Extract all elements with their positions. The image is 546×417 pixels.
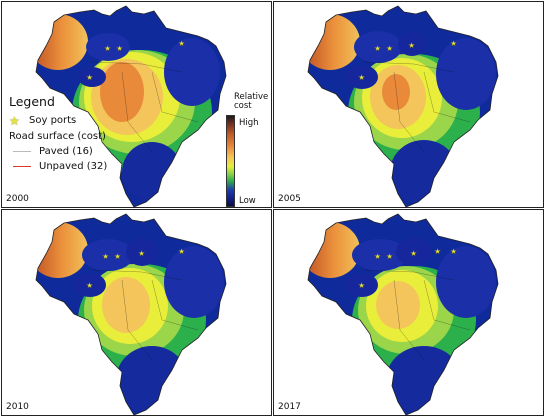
brazil-cost-map: ★ ★ ★ ★ ★ [35, 213, 227, 415]
legend-road-surface-label: Road surface (cost) [9, 130, 106, 142]
colorbar-title-line2: cost [234, 101, 252, 111]
svg-text:★: ★ [86, 73, 93, 82]
svg-text:★: ★ [86, 281, 93, 290]
svg-text:★: ★ [178, 39, 185, 48]
svg-text:★: ★ [104, 44, 111, 53]
panel-year-label: 2010 [6, 402, 29, 412]
svg-text:★: ★ [374, 44, 381, 53]
legend-item-unpaved: Unpaved (32) [9, 159, 127, 174]
colorbar-title-line1: Relative [234, 92, 269, 102]
svg-text:★: ★ [450, 247, 457, 256]
legend-item-soy-ports: ★ Soy ports [9, 113, 127, 128]
svg-text:★: ★ [434, 247, 441, 256]
panel-year-label: 2017 [278, 402, 301, 412]
svg-text:★: ★ [386, 252, 393, 261]
brazil-cost-map: ★ ★ ★ ★ [35, 5, 227, 207]
legend-paved-label: Paved (16) [39, 146, 93, 157]
colorbar-low-label: Low [239, 196, 256, 206]
svg-text:★: ★ [138, 249, 145, 258]
brazil-cost-map: ★ ★ ★ ★ ★ [307, 5, 499, 207]
svg-text:★: ★ [374, 252, 381, 261]
map-panel-2005: ★ ★ ★ ★ ★ 2005 [273, 1, 544, 208]
svg-text:★: ★ [410, 249, 417, 258]
svg-text:★: ★ [386, 44, 393, 53]
panel-year-label: 2005 [278, 194, 301, 204]
svg-text:★: ★ [116, 44, 123, 53]
legend-title: Legend [9, 94, 55, 109]
svg-text:★: ★ [408, 41, 415, 50]
svg-text:★: ★ [114, 252, 121, 261]
map-panel-2000: ★ ★ ★ ★ Legend ★ Soy ports Road surface (co… [1, 1, 272, 208]
legend-item-paved: Paved (16) [9, 144, 127, 159]
brazil-cost-map: ★ ★ ★ ★ ★ ★ [307, 213, 499, 415]
svg-text:★: ★ [358, 73, 365, 82]
star-icon: ★ [9, 113, 20, 128]
svg-text:★: ★ [450, 39, 457, 48]
map-legend: Legend ★ Soy ports Road surface (cost) P… [9, 94, 127, 174]
paved-line-swatch [13, 151, 31, 152]
panel-year-label: 2000 [6, 194, 29, 204]
svg-text:★: ★ [178, 247, 185, 256]
svg-text:★: ★ [102, 252, 109, 261]
colorbar-title: Relative cost [234, 93, 268, 111]
svg-text:★: ★ [358, 281, 365, 290]
legend-unpaved-label: Unpaved (32) [39, 161, 108, 172]
map-panel-2010: ★ ★ ★ ★ ★ 2010 [1, 209, 272, 416]
colorbar-high-label: High [239, 118, 259, 128]
legend-soy-ports-label: Soy ports [29, 115, 77, 126]
colorbar [226, 115, 235, 207]
unpaved-line-swatch [13, 166, 31, 167]
map-panel-2017: ★ ★ ★ ★ ★ ★ 2017 [273, 209, 544, 416]
